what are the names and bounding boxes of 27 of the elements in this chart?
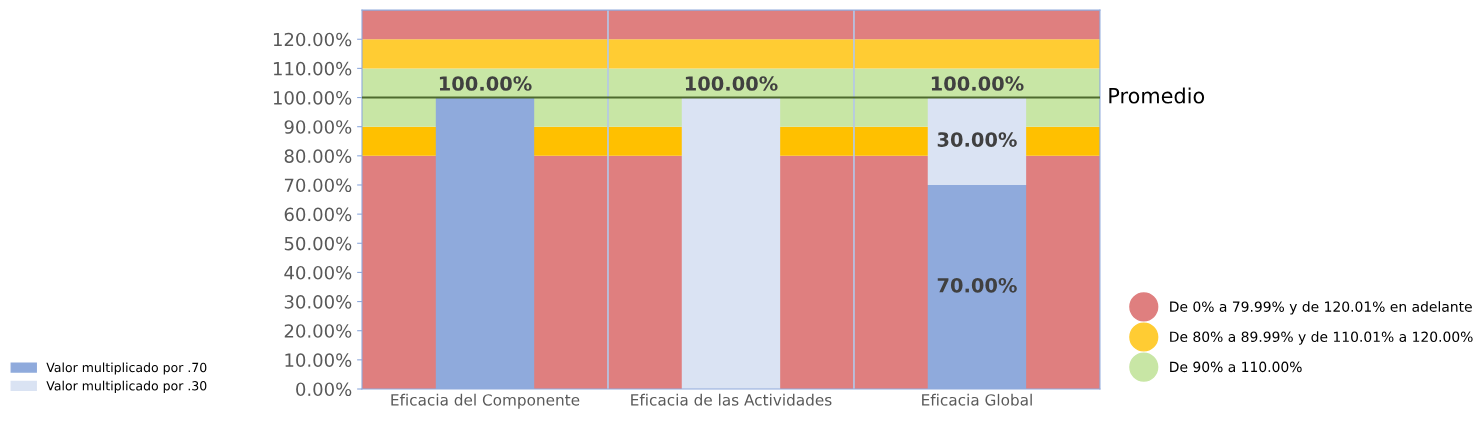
y-tick-label: 40.00% — [284, 265, 352, 280]
x-tick-label: Eficacia de las Actividades — [631, 393, 832, 406]
y-tick-label: 110.00% — [273, 61, 352, 76]
legend-label: De 80% a 89.99% y de 110.01% a 120.00% — [1170, 331, 1473, 345]
y-tick-label: 0.00% — [296, 382, 352, 397]
legend-label: De 90% a 110.00% — [1170, 361, 1302, 373]
y-tick-label: 20.00% — [284, 324, 352, 338]
y-tick-label: 60.00% — [284, 207, 352, 222]
x-tick-label: Eficacia Global — [922, 393, 1032, 406]
legend-label: Valor multiplicado por .30 — [46, 380, 207, 393]
data-label: 30.00% — [937, 132, 1017, 147]
y-tick-label: 120.00% — [273, 32, 352, 47]
ref-line-label: Promedio — [1109, 87, 1205, 104]
y-tick-label: 70.00% — [284, 178, 352, 193]
y-tick-label: 30.00% — [284, 295, 352, 309]
x-tick-label: Eficacia del Componente — [391, 393, 580, 409]
y-tick-label: 50.00% — [284, 236, 352, 251]
legend-label: Valor multiplicado por .70 — [46, 362, 207, 375]
y-tick-label: 80.00% — [284, 149, 352, 163]
y-tick-label: 10.00% — [285, 353, 352, 367]
total-label: 100.00% — [931, 76, 1024, 91]
y-tick-label: 90.00% — [284, 120, 352, 134]
data-label: 70.00% — [937, 277, 1017, 293]
y-tick-label: 100.00% — [273, 91, 352, 105]
legend-label: De 0% a 79.99% y de 120.01% en adelante — [1170, 301, 1472, 315]
total-label: 100.00% — [685, 76, 778, 91]
total-label: 100.00% — [439, 76, 532, 91]
